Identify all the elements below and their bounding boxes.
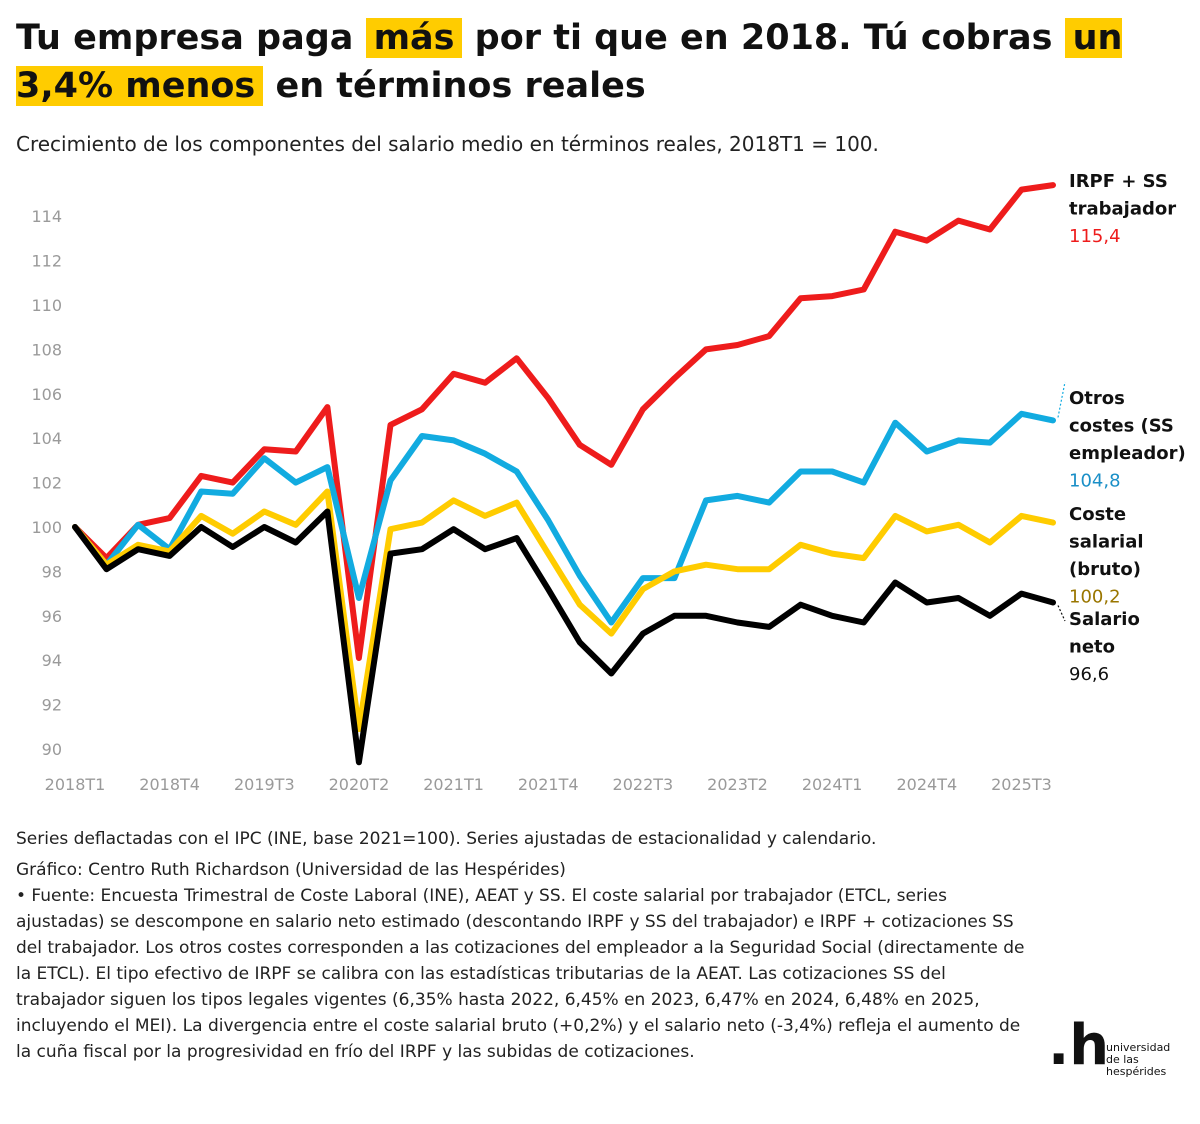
chart-title: Tu empresa paga más por ti que en 2018. … (16, 14, 1176, 110)
y-tick-label: 110 (31, 296, 62, 315)
series-value-irpf: 115,4 (1069, 226, 1121, 247)
series-label-coste: Coste (1069, 504, 1126, 525)
x-tick-label: 2018T1 (45, 775, 106, 794)
line-chart: 90 92 94 96 98 100 102 104 106 108 110 112 114 2018T… (31, 171, 1186, 794)
series-label-neto: Salario (1069, 609, 1140, 630)
series-line-otros (72, 410, 1056, 626)
series-label-otros: costes (SS (1069, 416, 1174, 437)
logo-line-2: de las (1106, 1053, 1139, 1066)
title-part-3: en términos reales (275, 66, 646, 106)
footer-credit: Gráfico: Centro Ruth Richardson (Univers… (16, 860, 566, 880)
logo-line-3: hespérides (1106, 1065, 1167, 1078)
y-tick-label: 94 (42, 651, 62, 670)
y-tick-label: 112 (31, 252, 62, 271)
x-tick-label: 2021T4 (518, 775, 579, 794)
x-tick-label: 2018T4 (139, 775, 200, 794)
x-tick-label: 2022T3 (613, 775, 674, 794)
y-tick-label: 90 (42, 740, 62, 759)
x-tick-label: 2024T1 (802, 775, 863, 794)
series-line-irpf (72, 182, 1056, 661)
series-lines (72, 182, 1056, 766)
series-label-otros: empleador) (1069, 443, 1186, 464)
x-tick-label: 2020T2 (329, 775, 390, 794)
logo-mark: .h (1048, 1013, 1110, 1078)
x-tick-label: 2024T4 (896, 775, 957, 794)
title-highlight-mas: más (365, 18, 463, 58)
series-label-neto: neto (1069, 637, 1115, 658)
chart-subtitle: Crecimiento de los componentes del salar… (16, 132, 879, 156)
series-label-otros: Otros (1069, 388, 1125, 409)
y-tick-label: 102 (31, 474, 62, 493)
series-label-irpf: IRPF + SS (1069, 171, 1168, 192)
series-line-coste (72, 488, 1056, 732)
y-tick-label: 108 (31, 340, 62, 359)
title-part-1: Tu empresa paga (16, 18, 354, 58)
y-tick-label: 98 (42, 562, 62, 581)
x-tick-label: 2021T1 (423, 775, 484, 794)
leader-line-otros (1057, 381, 1066, 418)
university-logo: .h universidad de las hespérides (1048, 1014, 1188, 1084)
footer-source: • Fuente: Encuesta Trimestral de Coste L… (16, 886, 1025, 1062)
chart-footer: Series deflactadas con el IPC (INE, base… (16, 826, 1026, 1065)
series-label-coste: (bruto) (1069, 559, 1141, 580)
logo-line-1: universidad (1106, 1041, 1171, 1054)
y-tick-label: 114 (31, 207, 62, 226)
title-part-2: por ti que en 2018. Tú cobras (474, 18, 1053, 58)
series-value-neto: 96,6 (1069, 664, 1109, 685)
y-tick-label: 92 (42, 696, 62, 715)
series-label-irpf: trabajador (1069, 199, 1176, 220)
y-axis: 90 92 94 96 98 100 102 104 106 108 110 112 114 (31, 207, 62, 759)
series-value-coste: 100,2 (1069, 587, 1121, 608)
x-axis: 2018T1 2018T4 2019T3 2020T2 2021T1 2021T4 2022… (45, 775, 1052, 794)
y-tick-label: 100 (31, 518, 62, 537)
x-tick-label: 2019T3 (234, 775, 295, 794)
logo-text: universidad de las hespérides (1106, 1042, 1170, 1078)
series-label-coste: salarial (1069, 532, 1144, 553)
x-tick-label: 2023T2 (707, 775, 768, 794)
series-line-neto (72, 508, 1056, 766)
y-tick-label: 104 (31, 429, 62, 448)
series-value-otros: 104,8 (1069, 471, 1121, 492)
y-tick-label: 96 (42, 607, 62, 626)
series-end-labels: IRPF + SS trabajador 115,4 Otros costes (SS e… (1057, 171, 1186, 685)
footer-note: Series deflactadas con el IPC (INE, base… (16, 829, 877, 849)
x-tick-label: 2025T3 (991, 775, 1052, 794)
y-tick-label: 106 (31, 385, 62, 404)
leader-line-neto (1057, 605, 1066, 622)
